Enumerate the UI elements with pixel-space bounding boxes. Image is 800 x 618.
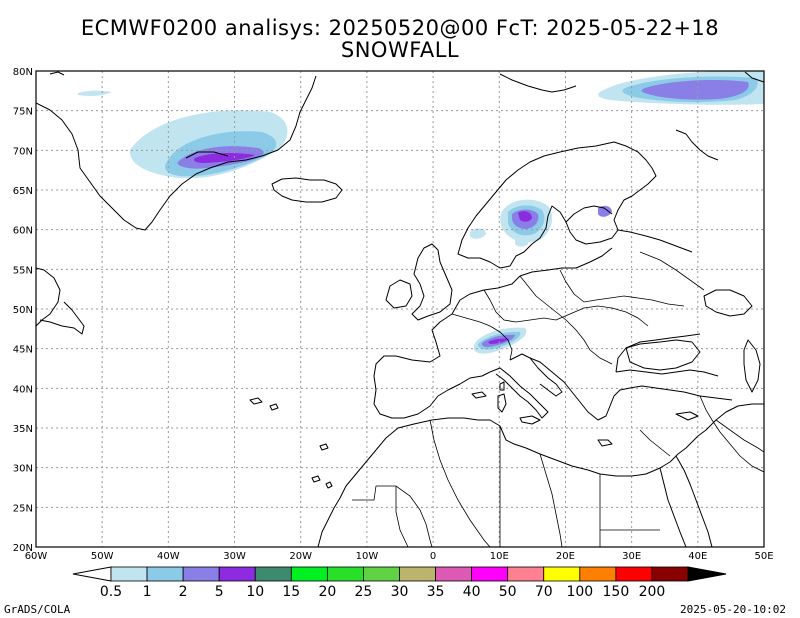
coast-scandinavia	[457, 141, 657, 269]
snow-region-greenland	[78, 90, 288, 179]
colorbar-swatch	[435, 566, 473, 582]
lon-tick-label: 30W	[223, 551, 246, 562]
colorbar-swatch	[579, 566, 617, 582]
lat-tick-label: 45N	[13, 345, 33, 356]
map-title: ECMWF0200 analisys: 20250520@00 FcT: 202…	[80, 16, 720, 40]
colorbar-label: 35	[427, 584, 445, 600]
colorbar-label: 40	[463, 584, 481, 600]
lon-tick-label: 60W	[25, 551, 48, 562]
lat-tick-label: 50N	[13, 305, 33, 316]
lon-tick-label: 50W	[91, 551, 114, 562]
lon-tick-label: 40W	[157, 551, 180, 562]
colorbar-label: 25	[355, 584, 373, 600]
footer-credit: GrADS/COLA	[4, 603, 71, 616]
colorbar-swatch	[290, 566, 328, 582]
lat-tick-label: 25N	[13, 503, 33, 514]
colorbar-label: 30	[391, 584, 409, 600]
colorbar-swatch	[651, 566, 689, 582]
colorbar-swatch	[399, 566, 436, 582]
colorbar-swatch	[507, 566, 545, 582]
footer-timestamp: 2025-05-20-10:02	[680, 603, 786, 616]
lat-tick-label: 65N	[13, 186, 33, 197]
lat-tick-label: 30N	[13, 464, 33, 475]
lon-tick-label: 50E	[754, 551, 773, 562]
colorbar-swatch	[110, 566, 148, 582]
lat-tick-label: 80N	[13, 67, 33, 78]
colorbar-label: 50	[499, 584, 517, 600]
coast-caspian	[743, 339, 761, 393]
colorbar-swatch	[326, 566, 364, 582]
colorbar-label: 15	[282, 584, 300, 600]
map-grid	[36, 71, 764, 547]
lat-tick-label: 70N	[13, 146, 33, 157]
colorbar-label: 2	[179, 584, 188, 600]
colorbar-under-arrow	[72, 566, 112, 582]
colorbar-over-arrow	[687, 566, 727, 582]
lat-tick-label: 35N	[13, 424, 33, 435]
colorbar-label: 1	[143, 584, 152, 600]
lon-tick-label: 20E	[556, 551, 575, 562]
snow-region-alps	[474, 327, 527, 354]
lon-tick-label: 10W	[356, 551, 379, 562]
colorbar-swatch	[146, 566, 184, 582]
map-subtitle: SNOWFALL	[340, 38, 460, 62]
coast-balkans	[529, 357, 733, 421]
map-frame	[35, 70, 765, 548]
colorbar-label: 5	[215, 584, 224, 600]
colorbar-swatch	[543, 566, 581, 582]
colorbar-swatch	[218, 566, 256, 582]
coast-sardinia	[497, 393, 507, 413]
snow-region-scandinavia	[470, 199, 612, 247]
colorbar-swatch	[615, 566, 653, 582]
snow-region-svalbard	[598, 71, 764, 105]
coast-black-sea	[625, 339, 701, 371]
coast-sicily	[519, 415, 541, 425]
colorbar-swatch	[363, 566, 400, 582]
lat-tick-label: 20N	[13, 543, 33, 554]
coast-corsica	[499, 381, 505, 391]
colorbar-label: 200	[639, 584, 666, 600]
colorbar-label: 100	[566, 584, 593, 600]
colorbar-label: 20	[318, 584, 336, 600]
coast-greenland	[36, 75, 317, 231]
snowfall-shading	[78, 71, 764, 354]
colorbar-swatch	[182, 566, 220, 582]
coast-italy	[489, 353, 563, 419]
lat-labels: 20N 25N 30N 35N 40N 45N 50N 55N 60N 65N 70N 75N 80N	[13, 67, 33, 554]
coast-ireland	[385, 279, 413, 309]
lon-tick-label: 10E	[490, 551, 509, 562]
borders	[352, 251, 764, 547]
coast-uk	[411, 243, 453, 321]
colorbar-label: 150	[603, 584, 630, 600]
lat-tick-label: 40N	[13, 384, 33, 395]
colorbar-label: 70	[535, 584, 553, 600]
colorbar-label: 10	[246, 584, 264, 600]
coast-svalbard	[499, 73, 577, 93]
colorbar-swatch	[254, 566, 292, 582]
lat-tick-label: 60N	[13, 226, 33, 237]
lon-labels: 60W 50W 40W 30W 20W 10W 0 10E 20E 30E 40E 50E	[25, 551, 774, 562]
colorbar-label: 0.5	[100, 584, 122, 600]
coast-canada	[36, 267, 85, 335]
lon-tick-label: 20W	[289, 551, 312, 562]
coast-iceland	[271, 177, 343, 203]
coastlines	[36, 71, 764, 547]
lat-tick-label: 55N	[13, 265, 33, 276]
colorbar-swatch	[471, 566, 509, 582]
lon-tick-label: 30E	[622, 551, 641, 562]
coast-europe-west	[373, 275, 521, 419]
lon-tick-label: 40E	[688, 551, 707, 562]
lon-tick-label: 0	[430, 551, 436, 562]
colorbar: 0.5 1 2 5 10 15 20 25 30 35 40 50 70 100 150 200	[72, 566, 727, 600]
lat-tick-label: 75N	[13, 107, 33, 118]
